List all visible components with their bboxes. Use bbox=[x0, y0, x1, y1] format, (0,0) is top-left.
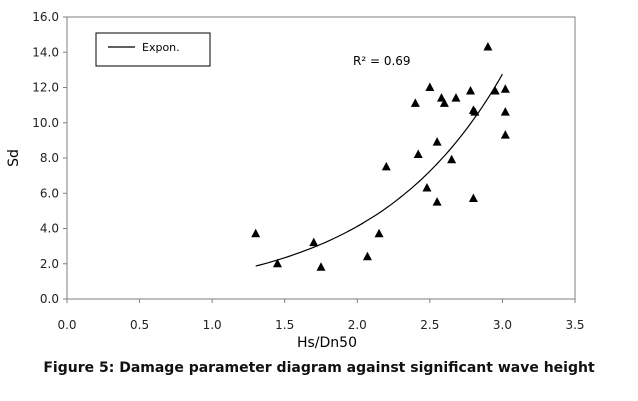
data-point-triangle bbox=[422, 182, 432, 192]
data-point-triangle bbox=[490, 86, 500, 95]
y-tick-label: 4.0 bbox=[40, 222, 59, 236]
data-point-triangle bbox=[500, 107, 510, 116]
x-axis-title: Hs/Dn50 bbox=[297, 335, 357, 351]
data-point-triangle bbox=[447, 154, 457, 164]
x-tick-label: 2.5 bbox=[420, 318, 439, 332]
x-axis: 0.0 0.5 1.0 1.5 2.0 2.5 3.0 3.5 bbox=[57, 299, 585, 332]
data-points bbox=[251, 41, 510, 271]
data-point-triangle bbox=[374, 228, 384, 238]
y-tick-label: 8.0 bbox=[40, 151, 59, 165]
legend-box bbox=[95, 32, 211, 67]
data-point-triangle bbox=[470, 107, 480, 116]
y-axis: 0.0 2.0 4.0 6.0 8.0 10.0 12.0 14.0 16.0 bbox=[32, 10, 67, 306]
data-point-triangle bbox=[410, 98, 420, 107]
x-tick-label: 3.5 bbox=[565, 318, 584, 332]
data-point-triangle bbox=[381, 161, 391, 171]
x-tick-label: 1.5 bbox=[275, 318, 294, 332]
data-point-triangle bbox=[432, 197, 442, 206]
x-tick-label: 0.0 bbox=[57, 318, 76, 332]
data-point-triangle bbox=[465, 86, 475, 95]
data-point-triangle bbox=[272, 258, 282, 268]
y-tick-label: 16.0 bbox=[32, 10, 59, 24]
data-point-triangle bbox=[439, 98, 449, 107]
data-point-triangle bbox=[413, 149, 423, 158]
data-point-triangle bbox=[451, 93, 461, 102]
data-point-triangle bbox=[500, 130, 510, 139]
y-tick-label: 6.0 bbox=[40, 186, 59, 200]
y-tick-label: 0.0 bbox=[40, 292, 59, 306]
y-tick-label: 10.0 bbox=[32, 116, 59, 130]
data-point-triangle bbox=[483, 41, 493, 51]
data-point-triangle bbox=[500, 84, 510, 93]
x-tick-label: 1.0 bbox=[203, 318, 222, 332]
data-point-triangle bbox=[309, 237, 319, 247]
data-point-triangle bbox=[468, 193, 478, 203]
chart: 0.0 2.0 4.0 6.0 8.0 10.0 12.0 14.0 16.0 0.0 0.5 1.… bbox=[6, 10, 585, 351]
y-tick-label: 2.0 bbox=[40, 257, 59, 271]
y-tick-label: 14.0 bbox=[32, 45, 59, 59]
y-axis-title: Sd bbox=[6, 149, 22, 167]
x-tick-label: 2.0 bbox=[348, 318, 367, 332]
legend: Expon. bbox=[95, 32, 211, 67]
figure-caption: Figure 5: Damage parameter diagram again… bbox=[43, 360, 595, 376]
data-point-triangle bbox=[316, 262, 326, 271]
r-squared-annotation: R² = 0.69 bbox=[353, 54, 411, 68]
data-point-triangle bbox=[251, 228, 261, 238]
data-point-triangle bbox=[425, 82, 435, 91]
y-tick-label: 12.0 bbox=[32, 81, 59, 95]
data-point-triangle bbox=[362, 251, 372, 261]
legend-label: Expon. bbox=[142, 41, 180, 54]
x-tick-label: 3.0 bbox=[493, 318, 512, 332]
data-point-triangle bbox=[432, 137, 442, 146]
x-tick-label: 0.5 bbox=[130, 318, 149, 332]
data-point-triangle bbox=[436, 93, 446, 102]
exponential-trendline bbox=[255, 73, 503, 267]
